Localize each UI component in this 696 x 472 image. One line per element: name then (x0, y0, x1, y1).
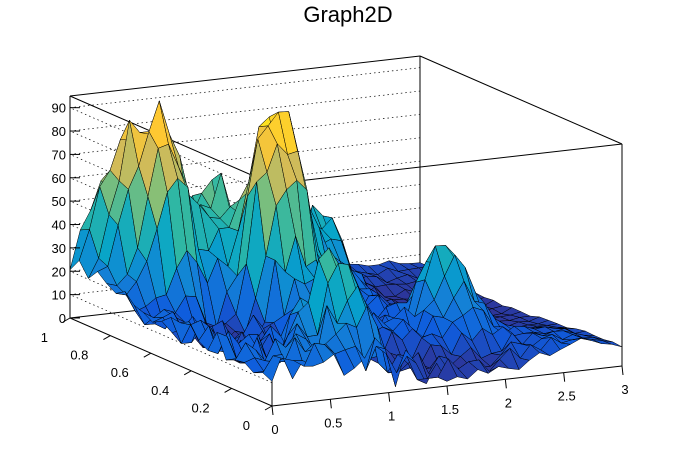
y-tick-label: 0.2 (192, 400, 210, 415)
frame-edge (271, 143, 623, 185)
x-tick (621, 365, 624, 376)
z-gridline (69, 67, 421, 109)
surface-cell (602, 340, 623, 348)
y-tick-label: 0.6 (111, 365, 129, 380)
x-tick-label: 2.5 (558, 389, 576, 404)
y-tick (224, 387, 232, 393)
y-tick (264, 405, 273, 411)
x-tick (329, 399, 332, 409)
frame-edge (419, 55, 623, 145)
z-gridline (69, 107, 273, 197)
x-tick-label: 0 (271, 422, 278, 437)
y-tick-label: 0.8 (70, 348, 88, 363)
z-tick-label: 10 (52, 288, 66, 303)
x-tick (446, 385, 449, 396)
x-tick-label: 0.5 (324, 415, 342, 430)
y-tick-label: 1 (41, 330, 48, 345)
x-tick (563, 372, 566, 382)
y-tick (183, 370, 192, 376)
z-gridline (69, 90, 421, 132)
y-tick (143, 352, 152, 358)
x-tick (271, 405, 274, 416)
z-gridline (69, 294, 273, 383)
z-tick-label: 30 (52, 241, 66, 256)
x-tick-label: 2 (505, 395, 512, 410)
z-tick-label: 0 (59, 311, 66, 326)
x-tick (504, 379, 507, 389)
z-tick-label: 80 (52, 124, 66, 139)
chart-title: Graph2D (303, 2, 393, 27)
y-tick (62, 317, 71, 323)
frame-edge (69, 55, 421, 97)
y-tick-label: 0.4 (151, 383, 169, 398)
x-tick (388, 392, 391, 402)
y-tick-label: 0 (243, 418, 250, 433)
z-tick-label: 70 (52, 147, 66, 162)
surface-mesh (69, 99, 623, 388)
z-tick-label: 60 (52, 171, 66, 186)
x-tick-label: 3 (621, 382, 628, 397)
y-tick (103, 335, 111, 341)
z-tick-label: 40 (52, 218, 66, 233)
z-tick-label: 50 (52, 194, 66, 209)
x-tick-label: 1 (388, 409, 395, 424)
z-tick-label: 20 (52, 264, 66, 279)
z-tick-label: 90 (52, 101, 66, 116)
x-tick-label: 1.5 (441, 402, 459, 417)
y-axis (69, 317, 273, 407)
